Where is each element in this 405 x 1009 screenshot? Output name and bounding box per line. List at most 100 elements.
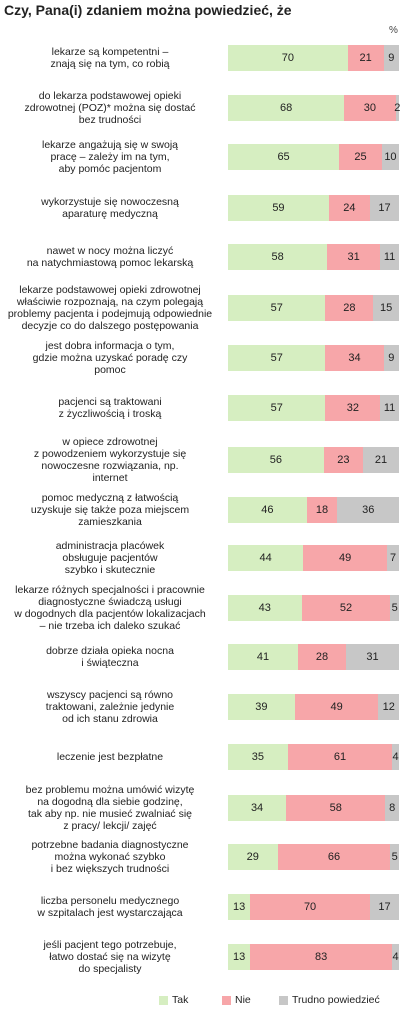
bar-segment-trudno [395,95,399,121]
category-label: wykorzystuje się nowoczesną aparaturę me… [3,196,217,220]
bar-segment-trudno [363,447,399,473]
category-label-text: potrzebne badania diagnostyczne można wy… [31,838,189,876]
category-label: wszyscy pacjenci są równo traktowani, za… [3,689,217,726]
bar-segment-trudno [369,195,399,221]
bar-segment-tak [228,944,251,970]
data-label-nie: 21 [359,52,372,64]
category-label: bez problemu można umówić wizytę na dogo… [3,784,217,833]
data-label-nie: 70 [303,901,317,913]
data-label-nie: 31 [347,251,360,263]
category-label: administracja placówek obsługuje pacjent… [3,540,217,577]
data-label-trudno: 8 [389,802,396,814]
data-label-nie: 25 [354,151,367,163]
bar-segment-nie [301,595,391,621]
data-label-tak: 41 [256,651,270,663]
category-label-text: nawet w nocy można liczyć na natychmiast… [26,244,194,269]
bar-segment-nie [325,395,381,421]
data-label-trudno: 9 [388,52,395,64]
data-label-trudno: 12 [382,701,395,713]
category-label: pomoc medyczną z łatwością uzyskuje się … [3,492,217,529]
bar-segment-nie [298,644,346,670]
data-label-nie: 83 [315,951,328,963]
category-label-text: dobrze działa opieka nocna i świąteczna [46,644,174,669]
category-label: w opiece zdrowotnej z powodzeniem wykorz… [3,436,217,485]
bar-segment-trudno [390,844,399,870]
data-label-tak: 43 [258,602,271,614]
data-label-tak: 65 [277,151,290,163]
data-label-nie: 34 [348,352,361,364]
category-label: jeśli pacjent tego potrzebuje, łatwo dos… [3,939,217,976]
data-label-nie: 66 [327,851,341,863]
data-label-nie: 61 [333,751,347,763]
bar-segment-nie [327,244,381,270]
data-label-trudno: 5 [391,602,398,614]
legend-label-tak: Tak [172,994,189,1006]
data-label-trudno: 2 [394,102,401,114]
category-label-text: wszyscy pacjenci są równo traktowani, za… [45,688,175,726]
bar-segment-nie [294,694,379,720]
bar-segment-tak [228,95,345,121]
category-label-text: bez problemu można umówić wizytę na dogo… [25,783,195,833]
data-label-nie: 28 [343,302,356,314]
bar-segment-trudno [345,644,399,670]
bar-segment-nie [328,195,370,221]
data-label-nie: 28 [315,651,329,663]
data-label-tak: 39 [255,701,268,713]
category-label: potrzebne badania diagnostyczne można wy… [3,839,217,876]
bar-segment-trudno [369,894,399,920]
bar-segment-nie [325,345,384,371]
bar-segment-nie [347,45,384,71]
data-label-tak: 56 [269,454,282,466]
category-label-text: lekarze różnych specjalności i pracownie… [14,583,206,633]
data-label-tak: 35 [251,751,265,763]
bar-segment-nie [339,144,382,170]
data-label-trudno: 31 [366,651,379,663]
category-label-text: lekarze podstawowej opieki zdrowotnej wł… [7,283,213,333]
data-label-tak: 58 [271,251,284,263]
data-label-tak: 13 [232,901,246,913]
category-label-text: jeśli pacjent tego potrzebuje, łatwo dos… [43,938,177,976]
legend: Tak Nie Trudno powiedzieć [0,994,405,1008]
data-label-trudno: 5 [391,851,398,863]
bar-segment-tak [228,595,302,621]
category-label: leczenie jest bezpłatne [3,751,217,763]
data-label-nie: 23 [337,454,350,466]
bar-segment-tak [228,447,324,473]
data-label-nie: 18 [315,504,329,516]
data-label-nie: 49 [330,701,343,713]
bar-segment-tak [228,295,326,321]
category-label-text: wykorzystuje się nowoczesną aparaturę me… [41,195,179,220]
legend-label-trudno: Trudno powiedzieć [292,994,380,1006]
data-label-nie: 32 [346,402,359,414]
bar-segment-nie [286,795,386,821]
bar-segment-tak [228,545,304,571]
data-label-trudno: 15 [380,302,393,314]
data-label-trudno: 17 [378,202,391,214]
bar-segment-tak [228,144,340,170]
bar-segment-trudno [337,497,399,523]
bar-segment-trudno [387,545,399,571]
category-label: liczba personelu medycznego w szpitalach… [3,895,217,919]
legend-label-nie: Nie [235,994,251,1006]
category-label-text: leczenie jest bezpłatne [56,750,164,763]
data-label-trudno: 36 [362,504,375,516]
data-label-trudno: 7 [389,552,397,564]
data-label-tak: 57 [270,302,283,314]
bar-segment-tak [228,497,307,523]
bar-segment-tak [228,244,328,270]
category-label: pacjenci są traktowani z życzliwością i … [3,396,217,420]
data-label-trudno: 11 [383,251,396,263]
bar-segment-trudno [380,395,399,421]
category-label-text: pomoc medyczną z łatwością uzyskuje się … [30,491,190,529]
category-label: lekarze różnych specjalności i pracownie… [3,584,217,633]
bar-segment-nie [250,944,393,970]
category-label-text: do lekarza podstawowej opieki zdrowotnej… [24,89,196,127]
category-label-text: jest dobra informacja o tym, gdzie można… [32,339,188,377]
bar-segment-tak [228,744,288,770]
bar-segment-tak [228,395,326,421]
bar-segment-trudno [383,345,399,371]
data-label-nie: 24 [343,202,356,214]
bar-segment-trudno [383,45,399,71]
data-label-tak: 46 [261,504,274,516]
bar-segment-tak [228,694,295,720]
